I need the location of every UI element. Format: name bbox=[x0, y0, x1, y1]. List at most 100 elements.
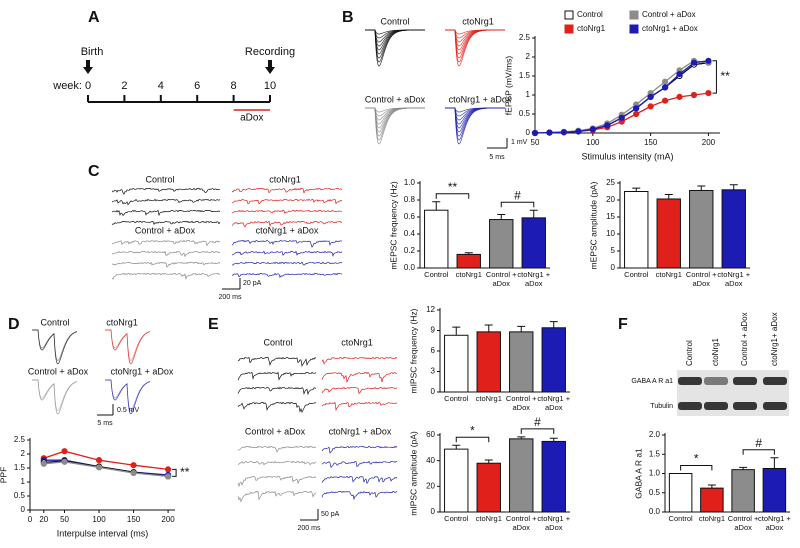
bar bbox=[509, 331, 534, 393]
trace bbox=[237, 371, 317, 381]
bar bbox=[476, 331, 501, 393]
y-tick-label: 6 bbox=[431, 346, 436, 355]
lane-label: Control + aDox bbox=[740, 312, 749, 366]
trace bbox=[445, 29, 505, 59]
trace-label: Control bbox=[380, 16, 409, 26]
event-label: Recording bbox=[245, 46, 295, 58]
marker bbox=[130, 462, 137, 469]
trace bbox=[445, 29, 505, 63]
marker bbox=[690, 59, 698, 66]
trace bbox=[365, 107, 425, 137]
y-tick-label: 40 bbox=[426, 456, 435, 465]
significance-bracket bbox=[742, 449, 775, 455]
trace bbox=[365, 29, 425, 67]
scale-label: 0.5 mV bbox=[117, 407, 140, 414]
category-label-box: ctoNrg1 + aDox bbox=[758, 515, 791, 532]
blot-band bbox=[678, 377, 702, 385]
category-label-box: Control bbox=[668, 515, 693, 523]
y-tick-label: 25 bbox=[606, 178, 615, 187]
marker bbox=[61, 458, 68, 465]
y-tick-label: 0.0 bbox=[649, 507, 661, 516]
x-tick-label: Control + aDox bbox=[727, 515, 759, 532]
trace bbox=[105, 329, 151, 365]
y-tick-label: 0.2 bbox=[404, 246, 416, 255]
bar bbox=[762, 467, 787, 513]
trace bbox=[445, 107, 505, 145]
marker bbox=[705, 90, 712, 97]
significance-bracket bbox=[680, 465, 713, 471]
marker bbox=[40, 460, 47, 467]
y-tick-label: 0.8 bbox=[404, 195, 416, 204]
x-tick-label: 200 bbox=[702, 138, 716, 147]
week-label: 2 bbox=[121, 80, 127, 92]
week-label: 4 bbox=[158, 80, 164, 92]
blot-band bbox=[763, 377, 787, 385]
trace-label: ctoNrg1 + aDox bbox=[111, 366, 174, 376]
panel-label: B bbox=[342, 9, 354, 26]
y-axis-title: mIPSC amplitude (pA) bbox=[408, 431, 418, 516]
y-tick-label: 1.5 bbox=[649, 449, 661, 458]
category-label-box: Control bbox=[444, 395, 468, 403]
trace bbox=[111, 261, 221, 268]
marker bbox=[618, 114, 625, 121]
marker bbox=[546, 129, 553, 136]
trace-label: Control bbox=[145, 174, 174, 184]
category-label-box: ctoNrg1 bbox=[476, 515, 502, 523]
marker bbox=[705, 57, 712, 64]
marker bbox=[676, 71, 683, 78]
y-tick-label: 0 bbox=[431, 507, 436, 516]
legend-swatch bbox=[564, 24, 574, 34]
marker bbox=[633, 105, 640, 112]
y-tick-label: 1.5 bbox=[519, 71, 531, 80]
legend-swatch bbox=[629, 10, 639, 20]
category-label-box: Control bbox=[444, 515, 468, 523]
x-tick-label: Control + aDox bbox=[485, 271, 517, 288]
scale-label: 200 ms bbox=[219, 294, 242, 301]
category-label-box: ctoNrg1 bbox=[476, 395, 502, 403]
x-tick-label: 150 bbox=[127, 515, 141, 524]
x-tick-label: ctoNrg1 + aDox bbox=[758, 515, 791, 532]
week-label: 10 bbox=[264, 80, 276, 92]
marker bbox=[164, 466, 172, 473]
lane-label: ctoNrg1 bbox=[711, 337, 720, 366]
legend-label: ctoNrg1 + aDox bbox=[642, 24, 698, 33]
y-tick-label: 0 bbox=[611, 263, 616, 272]
y-tick-label: 12 bbox=[426, 305, 435, 314]
trace-label: Control bbox=[263, 337, 292, 347]
x-tick-label: ctoNrg1 bbox=[655, 271, 682, 279]
scale-label: 1 mV bbox=[511, 139, 528, 146]
y-tick-label: 60 bbox=[426, 430, 435, 439]
bar bbox=[656, 198, 681, 269]
significance-label: ** bbox=[448, 180, 458, 194]
error-bar bbox=[664, 194, 673, 199]
trace bbox=[32, 329, 78, 365]
y-tick-label: 10 bbox=[606, 229, 615, 238]
category-label-box: Control bbox=[424, 271, 448, 279]
significance-label: * bbox=[470, 423, 475, 437]
bar bbox=[476, 462, 501, 513]
blot-band bbox=[704, 402, 728, 410]
error-bar bbox=[529, 209, 538, 218]
marker bbox=[164, 473, 172, 480]
marker bbox=[61, 448, 68, 455]
y-tick-label: 1.0 bbox=[649, 469, 661, 478]
trace bbox=[237, 386, 317, 396]
trace bbox=[321, 371, 398, 384]
marker bbox=[633, 110, 640, 118]
legend-swatch bbox=[564, 10, 574, 20]
y-tick-label: 2.5 bbox=[14, 435, 26, 444]
blot-band bbox=[678, 402, 702, 410]
marker bbox=[676, 93, 683, 101]
x-tick-label: 100 bbox=[586, 138, 600, 147]
x-axis-title: Stimulus intensity (mA) bbox=[581, 151, 673, 161]
blot-band bbox=[733, 402, 757, 410]
trace bbox=[231, 198, 343, 205]
significance-bracket bbox=[172, 468, 177, 477]
category-label-box: ctoNrg1 + aDox bbox=[517, 271, 550, 287]
legend-label: Control + aDox bbox=[642, 10, 696, 19]
y-tick-label: 2 bbox=[21, 449, 26, 458]
x-tick-label: Control bbox=[668, 515, 693, 523]
week-label: 8 bbox=[231, 80, 237, 92]
band-label: GABA A R a1 bbox=[631, 378, 673, 385]
bar bbox=[509, 438, 534, 513]
